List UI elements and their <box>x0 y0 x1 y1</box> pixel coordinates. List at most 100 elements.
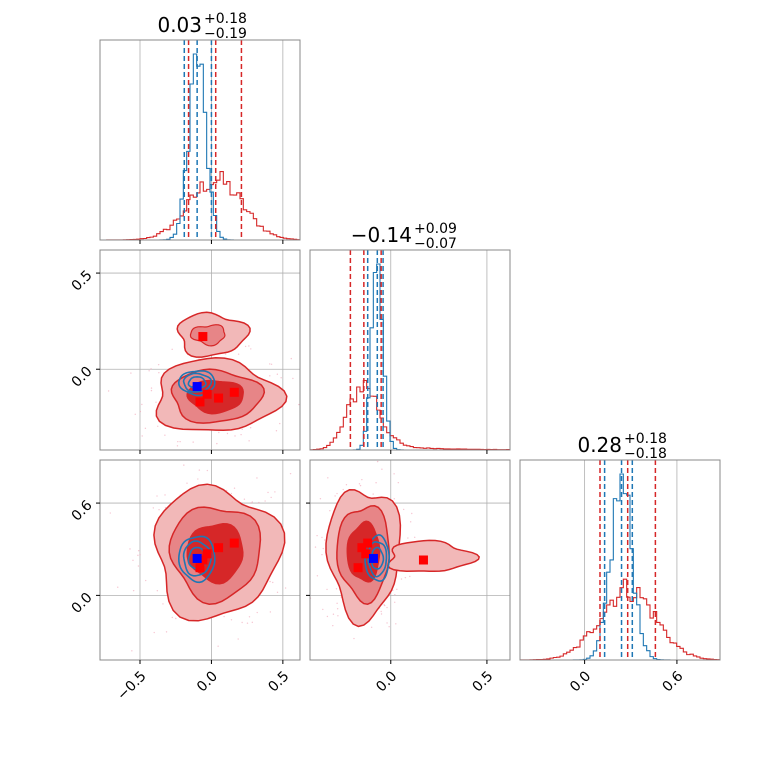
red-marker <box>214 543 224 553</box>
scatter-point <box>353 637 355 640</box>
scatter-point <box>275 430 278 432</box>
scatter-point <box>361 478 363 481</box>
scatter-point <box>316 534 318 537</box>
scatter-point <box>336 492 338 495</box>
scatter-point <box>270 363 273 365</box>
scatter-point <box>376 460 379 463</box>
red-marker <box>198 555 208 565</box>
title-value: 0.28 <box>577 433 622 457</box>
scatter-point <box>249 427 252 429</box>
scatter-point <box>372 493 374 495</box>
x-tick-label: 0.5 <box>469 668 496 695</box>
pair-panel-0-2 <box>100 457 305 660</box>
scatter-point <box>248 345 250 347</box>
scatter-point <box>307 510 308 511</box>
scatter-point <box>280 377 282 379</box>
scatter-point <box>384 604 386 607</box>
blue-contour <box>364 533 390 582</box>
scatter-point <box>157 425 159 427</box>
scatter-point <box>139 554 141 556</box>
scatter-point <box>304 526 305 527</box>
panel-frame <box>309 249 511 451</box>
scatter-point <box>269 363 271 365</box>
panel-frame <box>99 249 301 451</box>
scatter-point <box>240 433 242 436</box>
scatter-point <box>319 498 322 500</box>
scatter-point <box>332 613 335 615</box>
scatter-point <box>321 553 323 556</box>
scatter-point <box>329 510 331 512</box>
scatter-point <box>227 457 228 458</box>
histogram-series <box>310 379 510 450</box>
x-tick-label: 0.0 <box>373 668 400 695</box>
scatter-point <box>303 617 304 618</box>
panel-frame <box>99 459 301 661</box>
scatter-point <box>400 578 403 580</box>
scatter-point <box>279 422 281 425</box>
scatter-point <box>150 387 153 389</box>
scatter-point <box>117 586 119 588</box>
blue-contour <box>177 535 216 584</box>
scatter-point <box>144 427 147 430</box>
scatter-point <box>132 589 135 592</box>
scatter-point <box>336 608 339 610</box>
title-upper: +0.18 <box>624 431 667 447</box>
panel-frame <box>309 459 511 661</box>
scatter-point <box>197 478 199 480</box>
scatter-point <box>407 537 409 539</box>
scatter-point <box>226 432 229 435</box>
scatter-point <box>264 500 266 502</box>
x-tick-label: −0.5 <box>114 668 149 703</box>
scatter-point <box>218 431 220 434</box>
scatter-point <box>322 608 324 611</box>
scatter-point <box>164 507 167 509</box>
scatter-point <box>176 445 179 447</box>
scatter-point <box>411 512 413 515</box>
scatter-point <box>292 377 294 380</box>
red-marker <box>195 397 205 407</box>
scatter-point <box>224 353 227 355</box>
scatter-point <box>250 502 252 504</box>
scatter-point <box>171 348 173 351</box>
scatter-point <box>145 579 147 582</box>
red-marker <box>353 563 363 573</box>
scatter-point <box>327 477 329 479</box>
scatter-point <box>251 621 254 624</box>
scatter-point <box>298 451 299 452</box>
scatter-point <box>381 468 383 470</box>
scatter-point <box>358 483 361 485</box>
red-marker <box>357 543 367 553</box>
y-tick-label: 0.5 <box>69 267 96 294</box>
diagonal-panel-0 <box>100 40 300 240</box>
scatter-point <box>248 440 250 442</box>
scatter-point <box>380 610 382 613</box>
scatter-point <box>276 373 279 375</box>
scatter-point <box>334 495 336 497</box>
scatter-point <box>256 611 258 614</box>
scatter-point <box>318 401 319 402</box>
scatter-point <box>156 495 158 497</box>
histogram-series <box>100 170 300 240</box>
scatter-point <box>246 622 249 624</box>
scatter-point <box>177 440 179 443</box>
scatter-point <box>326 615 329 618</box>
scatter-point <box>130 372 132 374</box>
scatter-point <box>359 662 360 663</box>
scatter-point <box>335 588 338 590</box>
scatter-point <box>230 492 233 495</box>
scatter-point <box>137 550 140 552</box>
scatter-point <box>298 403 300 406</box>
scatter-point <box>237 353 240 355</box>
scatter-point <box>250 348 252 350</box>
scatter-point <box>394 601 396 603</box>
scatter-point <box>201 452 202 453</box>
scatter-point <box>177 468 178 469</box>
panel-title-2: 0.28 +0.18−0.18 <box>577 431 666 462</box>
scatter-point <box>132 559 134 562</box>
x-tick-label: 0.5 <box>265 668 292 695</box>
scatter-point <box>158 509 160 511</box>
scatter-point <box>370 626 373 628</box>
scatter-point <box>137 554 139 557</box>
scatter-point <box>165 631 168 633</box>
blue-contour <box>367 541 388 578</box>
